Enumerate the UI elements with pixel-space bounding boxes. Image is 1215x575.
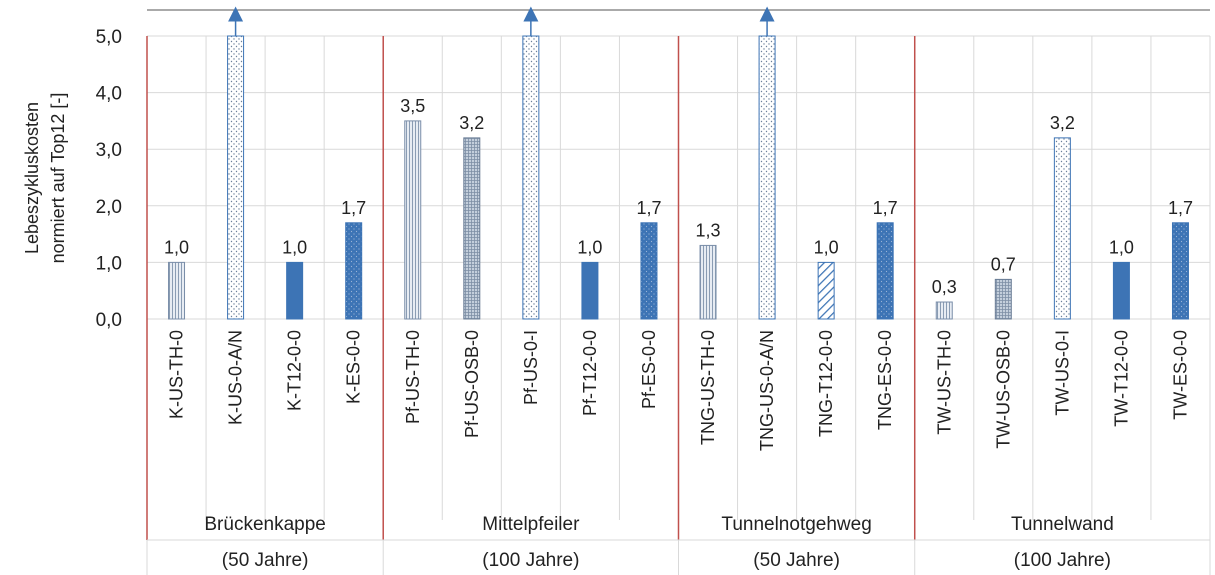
category-label: K-ES-0-0 — [344, 330, 364, 404]
y-tick-label: 0,0 — [96, 310, 122, 331]
category-label: TW-US-OSB-0 — [993, 330, 1013, 449]
data-label: 1,0 — [282, 237, 307, 257]
bar — [168, 261, 186, 320]
category-label: Pf-US-0-I — [521, 330, 541, 405]
category-label: Pf-T12-0-0 — [580, 330, 600, 416]
data-label: 1,7 — [636, 198, 661, 218]
y-tick-label: 3,0 — [96, 140, 122, 161]
category-label: K-US-0-A/N — [226, 330, 246, 425]
bar — [935, 301, 953, 320]
data-label: 1,0 — [814, 237, 839, 257]
data-label: 1,7 — [341, 198, 366, 218]
bar — [994, 278, 1012, 320]
data-label: 3,2 — [459, 113, 484, 133]
bar — [876, 222, 894, 320]
bar — [463, 137, 481, 320]
bar — [286, 261, 304, 320]
data-label: 3,5 — [400, 96, 425, 116]
data-label: 1,7 — [1168, 198, 1193, 218]
y-tick-label: 5,0 — [96, 27, 122, 48]
bar — [1171, 222, 1189, 320]
group-label-line1: Brückenkappe — [204, 514, 325, 535]
bar — [640, 222, 658, 320]
category-label: Pf-ES-0-0 — [639, 330, 659, 409]
category-label: K-T12-0-0 — [285, 330, 305, 411]
data-label: 0,7 — [991, 254, 1016, 274]
bar — [345, 222, 363, 320]
group-label-line2: (100 Jahre) — [1014, 550, 1111, 571]
bar — [522, 35, 540, 320]
bar — [1053, 137, 1071, 320]
category-label: TW-US-0-I — [1052, 330, 1072, 416]
bar — [227, 35, 245, 320]
category-label: TW-ES-0-0 — [1170, 330, 1190, 420]
data-label: 1,3 — [696, 220, 721, 240]
y-axis-label-line2: normiert auf Top12 [-] — [48, 93, 68, 264]
category-label: TW-US-TH-0 — [934, 330, 954, 435]
group-label-line2: (50 Jahre) — [222, 550, 309, 571]
category-label: K-US-TH-0 — [167, 330, 187, 419]
data-label: 1,7 — [873, 198, 898, 218]
bar — [404, 120, 422, 320]
bar — [1112, 261, 1130, 320]
y-axis-label-line1: Lebeszyklus­kosten — [22, 102, 42, 254]
group-label-line1: Tunnelwand — [1011, 514, 1114, 535]
group-label-line1: Tunnelnotgehweg — [721, 514, 871, 535]
y-tick-label: 1,0 — [96, 253, 122, 274]
data-label: 1,0 — [1109, 237, 1134, 257]
data-label: 0,3 — [932, 277, 957, 297]
category-label: TNG-US-0-A/N — [757, 330, 777, 451]
bar — [758, 35, 776, 320]
category-label: TNG-US-TH-0 — [698, 330, 718, 445]
category-label: TNG-ES-0-0 — [875, 330, 895, 430]
group-label-line2: (100 Jahre) — [482, 550, 579, 571]
group-label-line2: (50 Jahre) — [753, 550, 840, 571]
bar — [699, 244, 717, 320]
y-tick-label: 2,0 — [96, 197, 122, 218]
y-tick-label: 4,0 — [96, 84, 122, 105]
group-label-line1: Mittelpfeiler — [482, 514, 580, 535]
category-label: TW-T12-0-0 — [1111, 330, 1131, 427]
bar — [817, 261, 835, 320]
category-label: Pf-US-OSB-0 — [462, 330, 482, 438]
data-label: 1,0 — [164, 237, 189, 257]
data-label: 3,2 — [1050, 113, 1075, 133]
category-label: TNG-T12-0-0 — [816, 330, 836, 437]
data-label: 1,0 — [577, 237, 602, 257]
bar — [581, 261, 599, 320]
category-label: Pf-US-TH-0 — [403, 330, 423, 424]
